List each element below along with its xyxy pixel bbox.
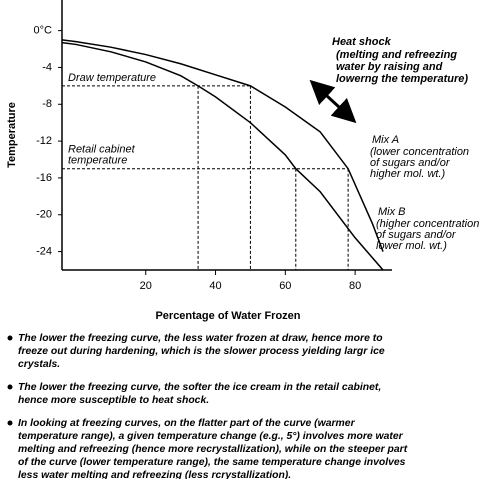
note-line: In looking at freezing curves, on the fl…: [18, 418, 356, 429]
series-description: of sugars and/or: [376, 229, 457, 241]
series-description: (higher concentration: [376, 218, 479, 230]
reference-label: Retail cabinet: [68, 144, 136, 156]
note-line: hence more susceptible to heat shock.: [18, 395, 209, 406]
note-line: The lower the freezing curve, the softer…: [18, 382, 381, 393]
y-tick-label: -16: [36, 172, 52, 184]
y-tick-label: -20: [36, 209, 52, 221]
annotation-line: (melting and refreezing: [336, 49, 457, 61]
series-label: Mix A: [372, 134, 399, 146]
bullet: [7, 420, 13, 426]
y-tick-label: -12: [36, 135, 52, 147]
curve: [61, 39, 384, 252]
y-axis-label: Temperature: [6, 102, 18, 168]
curve: [61, 41, 384, 271]
note-line: freeze out during hardening, which is th…: [18, 346, 385, 357]
note-line: melting and refreezing (hence more recry…: [18, 444, 408, 455]
note-line: crystals.: [18, 359, 60, 370]
x-axis-label: Percentage of Water Frozen: [155, 310, 300, 322]
annotation-line: lowerng the temperature): [336, 73, 468, 85]
note-line: The lower the freezing curve, the less w…: [18, 333, 383, 344]
y-tick-label: -24: [36, 245, 52, 257]
reference-label: Draw temperature: [68, 72, 156, 84]
x-tick-label: 20: [140, 280, 152, 292]
y-tick-label: 0°C: [34, 25, 53, 37]
x-tick-label: 80: [349, 280, 361, 292]
series-label: Mix B: [378, 206, 406, 218]
heat-shock-arrow: [309, 79, 357, 124]
series-description: higher mol. wt.): [370, 168, 446, 180]
x-tick-label: 40: [209, 280, 221, 292]
note-line: less water melting and refreezing (less …: [18, 470, 291, 479]
bullet: [7, 335, 13, 341]
annotation-title: Heat shock: [332, 36, 392, 48]
bullet: [7, 384, 13, 390]
series-description: of sugars and/or: [370, 157, 451, 169]
y-tick-label: -4: [42, 61, 52, 73]
reference-label: temperature: [68, 155, 127, 167]
y-tick-label: -8: [42, 98, 52, 110]
annotation-line: water by raising and: [336, 61, 443, 73]
series-description: lower mol. wt.): [376, 240, 447, 252]
x-tick-label: 60: [279, 280, 291, 292]
series-description: (lower concentration: [370, 146, 469, 158]
note-line: of the curve (lower temperature range), …: [18, 457, 406, 468]
note-line: temperature range), a given temperature …: [18, 431, 404, 442]
